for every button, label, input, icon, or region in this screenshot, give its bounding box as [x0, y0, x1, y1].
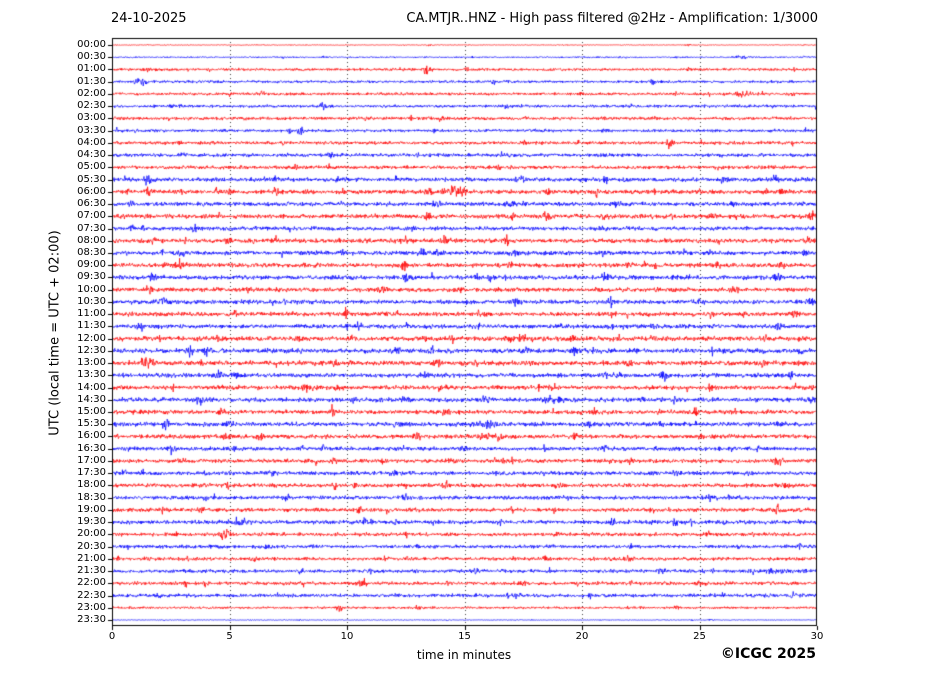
x-tick-label: 15: [458, 631, 471, 642]
y-tick-label: 00:00: [77, 39, 106, 50]
y-tick-label: 15:00: [77, 406, 106, 418]
y-tick-label: 12:30: [77, 344, 106, 356]
x-tick-label: 30: [810, 631, 824, 642]
y-tick-label: 11:00: [77, 308, 106, 320]
y-tick-label: 22:00: [77, 577, 106, 589]
y-tick-label: 06:30: [77, 198, 106, 210]
y-tick-label: 03:00: [77, 112, 106, 124]
y-tick-label: 22:30: [77, 589, 106, 601]
y-tick-label: 05:30: [77, 173, 106, 185]
y-tick-label: 03:30: [77, 124, 106, 136]
x-tick-label: 10: [340, 631, 354, 642]
date-label: 24-10-2025: [111, 11, 187, 26]
x-axis-label: time in minutes: [416, 648, 512, 662]
y-tick-label: 02:30: [77, 100, 106, 112]
y-tick-label: 11:30: [77, 320, 106, 332]
y-axis-label: UTC (local time = UTC + 02:00): [47, 230, 63, 436]
y-tick-label: 12:00: [77, 332, 106, 344]
y-tick-label: 04:00: [77, 136, 106, 148]
y-tick-label: 13:30: [77, 369, 106, 381]
y-tick-label: 08:30: [77, 246, 106, 258]
y-tick-label: 18:30: [77, 491, 106, 503]
y-tick-label: 21:00: [77, 552, 106, 564]
y-tick-label: 13:00: [77, 357, 106, 369]
y-tick-label: 06:00: [77, 185, 106, 197]
y-tick-label: 10:00: [77, 283, 106, 295]
y-tick-label: 21:30: [77, 565, 106, 577]
y-tick-label: 04:30: [77, 149, 106, 161]
y-tick-label: 00:30: [77, 51, 106, 63]
x-tick-label: 5: [226, 631, 233, 642]
y-tick-label: 15:30: [77, 418, 106, 430]
y-tick-label: 20:00: [77, 528, 106, 540]
y-tick-label: 02:00: [77, 87, 106, 99]
y-tick-label: 17:30: [77, 467, 106, 479]
y-tick-label: 09:30: [77, 271, 106, 283]
y-tick-label: 23:30: [77, 614, 106, 625]
y-tick-label: 07:30: [77, 222, 106, 234]
y-tick-label: 18:00: [77, 479, 106, 491]
y-tick-label: 19:00: [77, 503, 106, 515]
y-tick-label: 23:00: [77, 601, 106, 613]
copyright-label: ©ICGC 2025: [720, 646, 816, 662]
plot-title: CA.MTJR..HNZ - High pass filtered @2Hz -…: [406, 11, 818, 26]
y-tick-label: 05:00: [77, 161, 106, 173]
y-tick-label: 08:00: [77, 234, 106, 246]
y-tick-label: 20:30: [77, 540, 106, 552]
y-tick-label: 17:00: [77, 454, 106, 466]
x-tick-label: 25: [693, 631, 706, 642]
y-tick-label: 09:00: [77, 259, 106, 271]
y-tick-label: 01:00: [77, 63, 106, 75]
y-tick-label: 10:30: [77, 295, 106, 307]
y-tick-label: 14:30: [77, 393, 106, 405]
x-tick-label: 20: [575, 631, 589, 642]
y-tick-label: 07:00: [77, 210, 106, 222]
y-tick-label: 16:00: [77, 430, 106, 442]
y-tick-label: 19:30: [77, 516, 106, 528]
x-tick-label: 0: [108, 631, 116, 642]
y-tick-label: 01:30: [77, 75, 106, 87]
y-tick-label: 16:30: [77, 442, 106, 454]
y-tick-label: 14:00: [77, 381, 106, 393]
